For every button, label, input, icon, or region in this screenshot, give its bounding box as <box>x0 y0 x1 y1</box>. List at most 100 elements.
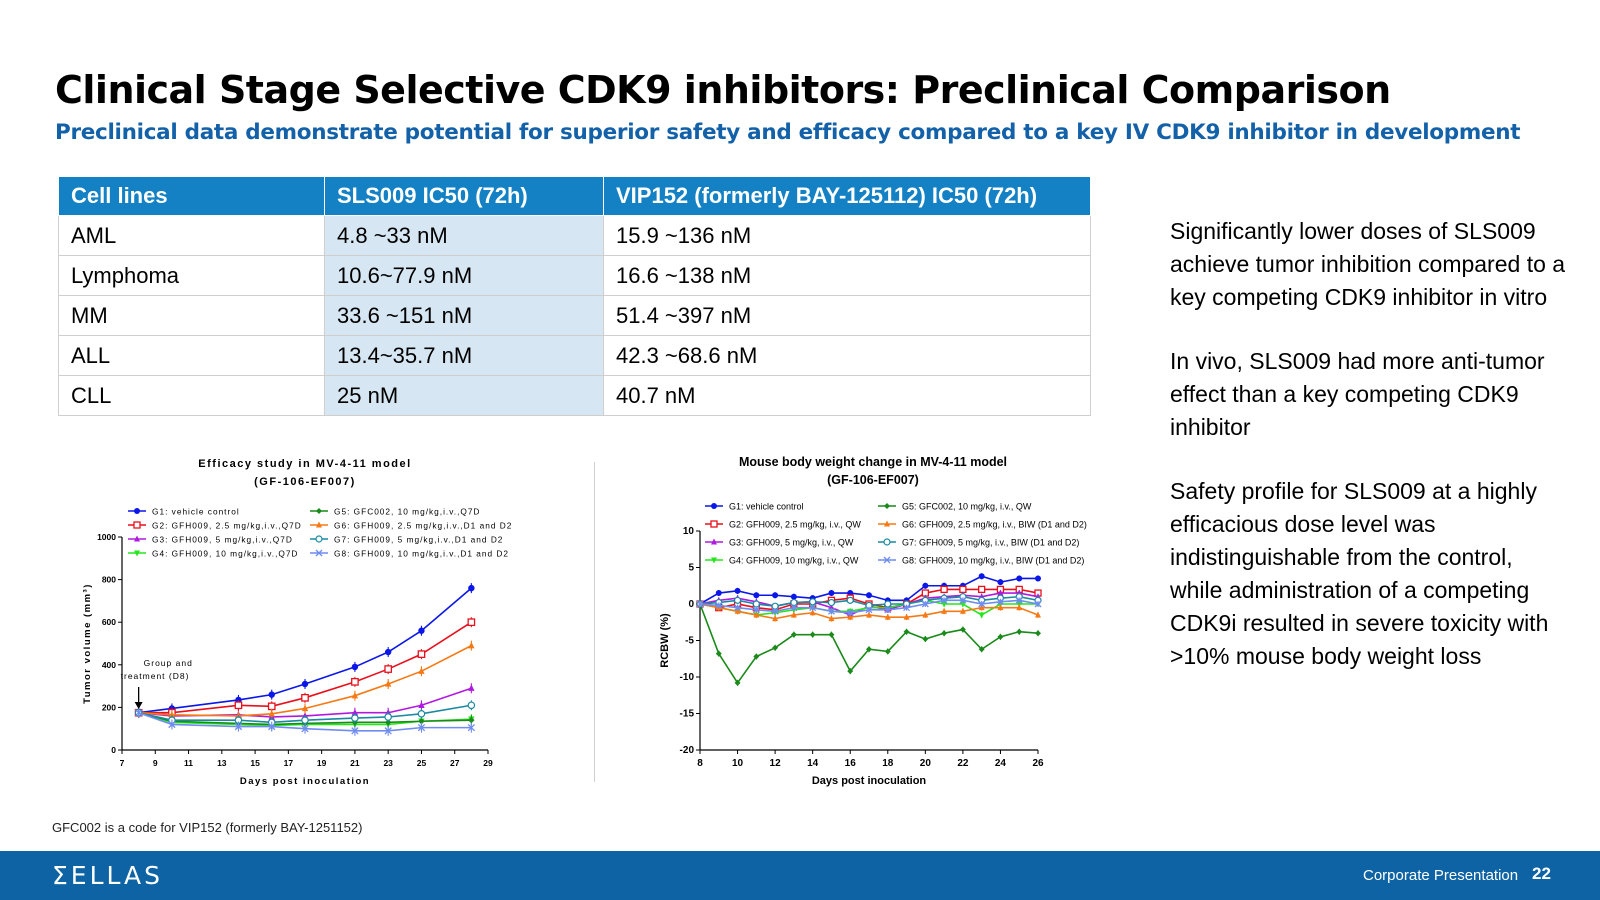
data-point <box>384 648 392 656</box>
table-row: CLL 25 nM 40.7 nM <box>58 375 1091 416</box>
footnote: GFC002 is a code for VIP152 (formerly BA… <box>52 820 363 835</box>
data-point <box>866 646 872 653</box>
y-tick-label: 800 <box>102 575 116 585</box>
data-point <box>301 725 309 733</box>
data-point <box>134 508 140 514</box>
data-point <box>997 604 1004 611</box>
ic50-table: Cell lines SLS009 IC50 (72h) VIP152 (for… <box>58 176 1091 416</box>
data-point <box>418 627 425 634</box>
data-point <box>234 701 243 710</box>
table-cell: 15.9 ~136 nM <box>603 215 1091 256</box>
chart-subtitle: (GF-106-EF007) <box>254 476 356 488</box>
data-point <box>978 585 986 594</box>
data-point <box>959 585 967 594</box>
data-point <box>384 713 392 721</box>
data-point <box>268 722 276 731</box>
data-point <box>959 601 966 608</box>
page-title: Clinical Stage Selective CDK9 inhibitors… <box>55 68 1391 112</box>
y-axis-label: Tumor volume (mm³) <box>82 583 93 704</box>
footer-label: Corporate Presentation <box>1363 867 1519 884</box>
legend-label: G2: GFH009, 2.5 mg/kg,i.v.,Q7D <box>152 521 302 531</box>
data-point <box>809 631 816 638</box>
data-point <box>1035 575 1041 582</box>
table-cell: ALL <box>58 335 325 376</box>
data-point <box>753 592 760 599</box>
x-tick-label: 23 <box>383 758 393 768</box>
data-point <box>922 582 929 589</box>
legend-label: G3: GFH009, 5 mg/kg,i.v.,Q7D <box>152 535 293 545</box>
data-point <box>959 626 966 633</box>
data-point <box>846 609 854 617</box>
data-point <box>468 584 475 592</box>
y-tick-label: 5 <box>688 563 694 574</box>
data-point <box>959 607 966 614</box>
data-point <box>752 606 760 614</box>
legend-label: G6: GFH009, 2.5 mg/kg,i.v.,D1 and D2 <box>334 521 512 531</box>
bullet-list: Significantly lower doses of SLS009 achi… <box>1170 215 1570 704</box>
x-tick-label: 10 <box>732 758 744 769</box>
legend-label: G1: vehicle control <box>152 507 240 517</box>
legend-label: G8: GFH009, 10 mg/kg,i.v.,D1 and D2 <box>334 549 509 559</box>
data-point <box>828 615 835 622</box>
data-point <box>711 538 717 545</box>
data-point <box>301 716 309 724</box>
data-point <box>866 592 872 599</box>
data-point <box>828 604 835 611</box>
data-point <box>384 665 393 673</box>
data-point <box>884 503 890 509</box>
data-point <box>417 650 426 659</box>
legend-label: G8: GFH009, 10 mg/kg, i.v., BIW (D1 and … <box>902 556 1084 566</box>
y-axis-label: RCBW (%) <box>659 613 671 668</box>
chart-subtitle: (GF-106-EF007) <box>827 473 919 487</box>
data-point <box>468 716 475 724</box>
line-chart: Mouse body weight change in MV-4-11 mode… <box>659 455 1087 787</box>
x-tick-label: 26 <box>1032 758 1044 769</box>
data-point <box>996 598 1004 606</box>
data-point <box>997 589 1004 596</box>
chart-title: Mouse body weight change in MV-4-11 mode… <box>739 455 1007 469</box>
data-point <box>351 727 359 735</box>
data-point <box>301 693 309 702</box>
series <box>697 601 1041 686</box>
data-point <box>753 653 760 660</box>
data-point <box>884 613 891 620</box>
x-tick-label: 19 <box>317 758 327 768</box>
data-point <box>772 592 779 599</box>
data-point <box>734 587 741 594</box>
table-cell: CLL <box>58 375 325 416</box>
data-point <box>418 701 425 708</box>
legend-label: G2: GFH009, 2.5 mg/kg, i.v., QW <box>729 520 861 530</box>
table-cell: 33.6 ~151 nM <box>324 295 604 336</box>
x-tick-label: 15 <box>250 758 260 768</box>
annotation-arrowhead <box>134 702 143 709</box>
y-tick-label: -10 <box>680 672 695 683</box>
series <box>697 600 1041 622</box>
data-point <box>418 667 425 674</box>
data-point <box>134 550 140 557</box>
legend-label: G6: GFH009, 2.5 mg/kg, i.v., BIW (D1 and… <box>902 520 1087 530</box>
bullet-text: Significantly lower doses of SLS009 achi… <box>1170 218 1566 310</box>
data-point <box>809 604 817 612</box>
x-tick-label: 16 <box>845 758 857 769</box>
data-point <box>734 679 741 686</box>
data-point <box>316 508 322 514</box>
x-axis-label: Days post inoculation <box>240 776 370 787</box>
data-point <box>809 609 816 616</box>
data-point <box>941 630 948 637</box>
x-tick-label: 12 <box>770 758 782 769</box>
page-number: 22 <box>1532 864 1551 883</box>
y-tick-label: -5 <box>685 636 694 647</box>
legend-label: G3: GFH009, 5 mg/kg, i.v., QW <box>729 538 854 548</box>
data-point <box>234 722 243 731</box>
data-point <box>468 684 475 691</box>
data-point <box>1015 596 1023 604</box>
data-point <box>467 618 476 627</box>
table-cell: 40.7 nM <box>603 375 1091 416</box>
x-tick-label: 18 <box>882 758 894 769</box>
data-point <box>734 604 742 612</box>
data-point <box>997 579 1004 586</box>
data-point <box>903 613 910 620</box>
x-tick-label: 14 <box>807 758 819 769</box>
table-cell: 4.8 ~33 nM <box>324 215 604 256</box>
data-point <box>315 549 323 557</box>
